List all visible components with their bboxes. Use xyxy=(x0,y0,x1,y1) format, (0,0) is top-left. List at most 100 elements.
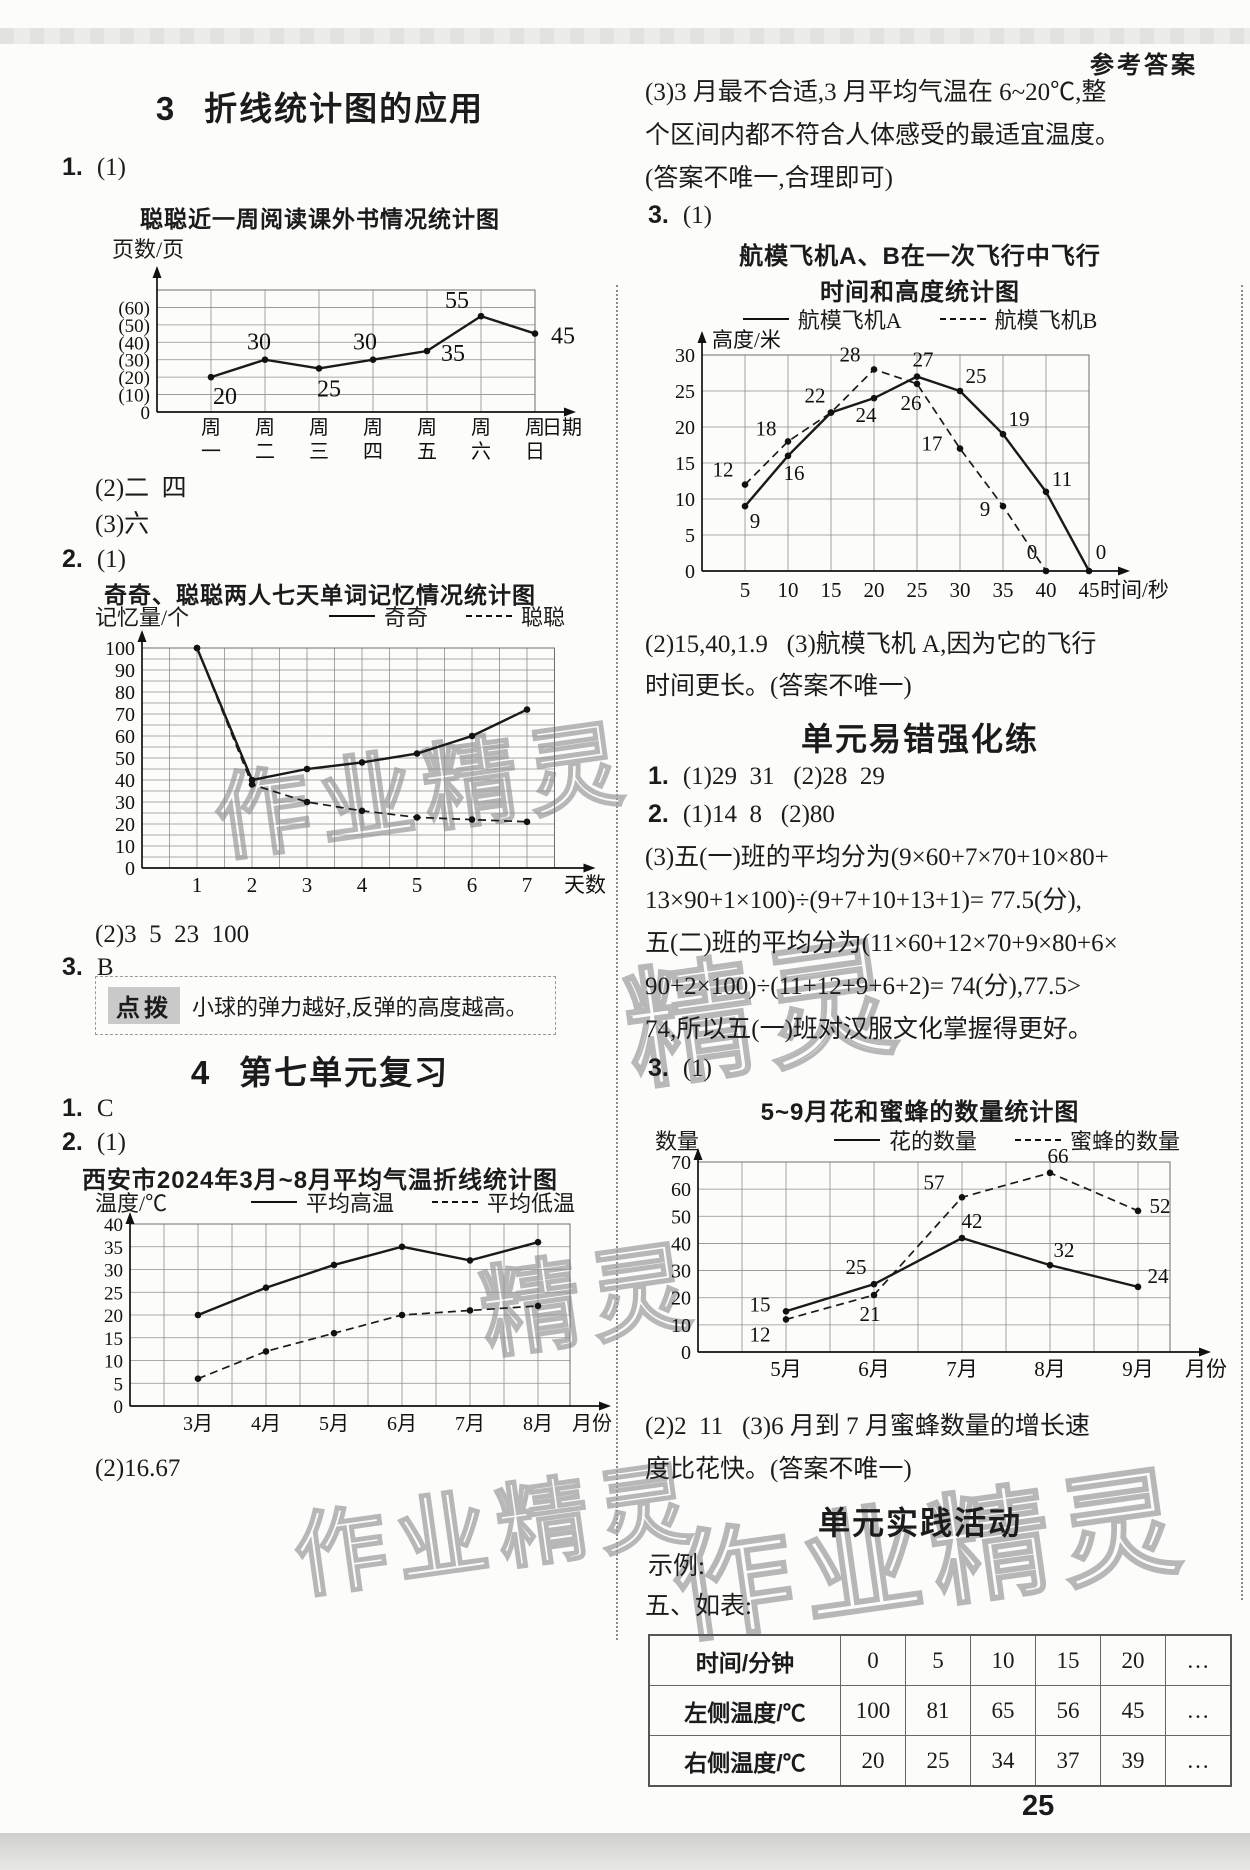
section-3-heading: 3 折线统计图的应用 xyxy=(60,82,580,130)
svg-text:35: 35 xyxy=(441,341,465,367)
legend-item-plane-a: 航模飞机A xyxy=(742,303,902,335)
svg-text:25: 25 xyxy=(846,1255,867,1279)
svg-text:22: 22 xyxy=(805,384,826,408)
svg-text:(20): (20) xyxy=(118,368,150,389)
svg-text:1: 1 xyxy=(192,873,203,897)
svg-text:45: 45 xyxy=(1079,578,1100,602)
svg-text:周: 周 xyxy=(525,417,545,439)
s4-q1-number: 1. xyxy=(62,1094,83,1122)
svg-text:日: 日 xyxy=(525,441,545,463)
s4-q2-number: 2. xyxy=(62,1128,83,1156)
column-divider xyxy=(616,285,618,1640)
svg-text:15: 15 xyxy=(821,578,842,602)
svg-text:(50): (50) xyxy=(118,316,150,337)
svg-text:15: 15 xyxy=(675,453,695,475)
svg-text:10: 10 xyxy=(115,836,135,858)
bee-answer-line1: (2)2 11 (3)6 月到 7 月蜜蜂数量的增长速 xyxy=(645,1413,1090,1440)
svg-text:100: 100 xyxy=(105,638,135,660)
svg-text:高度/米: 高度/米 xyxy=(712,328,781,352)
planes-chart-title-line2: 时间和高度统计图 xyxy=(820,279,1020,306)
r-q3-line: 3. (1) xyxy=(648,203,712,229)
svg-text:(40): (40) xyxy=(118,333,150,354)
svg-text:10: 10 xyxy=(104,1352,123,1373)
bees-flowers-chart: 70 60 50 40 30 20 10 0 5月 6月 7月 8月 9月 月份 15 25 42 32 24 12 2… xyxy=(671,1146,1227,1381)
svg-text:25: 25 xyxy=(907,578,928,602)
xian-chart-ylabel: 温度/℃ xyxy=(95,1191,168,1216)
q1-number: 1. xyxy=(62,153,83,181)
svg-text:6月: 6月 xyxy=(858,1357,890,1381)
svg-text:5: 5 xyxy=(685,525,695,547)
r2-line: 2. (1)14 8 (2)80 xyxy=(648,802,835,828)
svg-text:42: 42 xyxy=(962,1209,983,1233)
reading-chart-title: 聪聪近一周阅读课外书情况统计图 xyxy=(140,206,500,232)
legend-item-congcong: 聪聪 xyxy=(465,600,565,632)
svg-text:26: 26 xyxy=(901,391,922,415)
q1-line: 1. (1) xyxy=(62,153,126,181)
svg-text:30: 30 xyxy=(671,1261,691,1283)
svg-text:15: 15 xyxy=(104,1329,123,1350)
s4-q2-line: 2. (1) xyxy=(62,1128,126,1156)
svg-text:50: 50 xyxy=(115,748,135,770)
section-4-title: 第七单元复习 xyxy=(239,1054,450,1091)
watermark: 精灵 xyxy=(615,922,915,1108)
table-row: 右侧温度/℃ 20 25 34 37 39 … xyxy=(648,1735,1232,1787)
svg-text:四: 四 xyxy=(363,441,383,463)
answer-3: B xyxy=(96,954,114,981)
svg-text:11: 11 xyxy=(1052,467,1072,491)
svg-text:3月: 3月 xyxy=(183,1413,213,1435)
svg-text:0: 0 xyxy=(125,858,135,880)
legend-item-flowers: 花的数量 xyxy=(833,1124,977,1156)
svg-text:30: 30 xyxy=(247,330,271,356)
page-number: 25 xyxy=(1022,1790,1055,1822)
svg-text:45: 45 xyxy=(551,324,575,350)
svg-text:17: 17 xyxy=(922,432,943,456)
q2-sub: (1) xyxy=(96,546,127,573)
svg-text:9: 9 xyxy=(980,497,991,521)
scan-bottom-band xyxy=(0,1833,1250,1870)
r1-number: 1. xyxy=(648,762,669,790)
svg-text:3: 3 xyxy=(302,873,313,897)
svg-text:5: 5 xyxy=(740,578,751,602)
xian-chart-title: 西安市2024年3月~8月平均气温折线统计图 xyxy=(81,1167,559,1194)
section-4-heading: 4 第七单元复习 xyxy=(60,1046,580,1094)
svg-text:0: 0 xyxy=(1027,540,1038,564)
dianbo-label: 点拨 xyxy=(108,987,180,1024)
section-5-heading: 单元易错强化练 xyxy=(800,721,1039,757)
svg-text:21: 21 xyxy=(860,1302,881,1326)
para3-line1: (3)五(一)班的平均分为(9×60+7×70+10×80+ xyxy=(645,844,1109,871)
svg-text:(60): (60) xyxy=(118,298,150,319)
svg-text:7月: 7月 xyxy=(946,1357,978,1381)
svg-text:60: 60 xyxy=(115,726,135,748)
bees-chart-title: 5~9月花和蜜蜂的数量统计图 xyxy=(760,1099,1080,1126)
plane-answer-line1: (2)15,40,1.9 (3)航模飞机 A,因为它的飞行 xyxy=(645,631,1097,658)
svg-text:35: 35 xyxy=(993,578,1014,602)
words-chart-ylabel: 记忆量/个 xyxy=(95,605,190,630)
legend-item-bees: 蜜蜂的数量 xyxy=(1014,1124,1180,1156)
answers-header: 参考答案 xyxy=(1090,52,1198,79)
answer-2-2: (2)3 5 23 100 xyxy=(95,921,250,948)
legend-label: 航模飞机B xyxy=(994,308,1098,333)
svg-text:0: 0 xyxy=(685,561,695,583)
planes-chart-legend: 航模飞机A 航模飞机B xyxy=(640,303,1200,335)
svg-text:12: 12 xyxy=(750,1322,771,1346)
r1-line: 1. (1)29 31 (2)28 29 xyxy=(648,762,885,790)
svg-text:8月: 8月 xyxy=(1034,1357,1066,1381)
svg-text:10: 10 xyxy=(671,1315,691,1337)
svg-text:15: 15 xyxy=(750,1292,771,1316)
svg-text:周: 周 xyxy=(255,417,275,439)
s4-q1-line: 1. C xyxy=(62,1094,114,1122)
shili-line: 示例: xyxy=(648,1553,705,1580)
reading-chart-ylabel: 页数/页 xyxy=(112,237,185,262)
table-row: 左侧温度/℃ 100 81 65 56 45 … xyxy=(648,1685,1232,1736)
svg-text:5: 5 xyxy=(114,1374,124,1395)
svg-text:4月: 4月 xyxy=(251,1413,281,1435)
bees-chart-legend: 数量 花的数量 蜜蜂的数量 xyxy=(655,1124,1180,1156)
legend-label: 平均高温 xyxy=(305,1191,394,1216)
section-3-title: 折线统计图的应用 xyxy=(204,90,485,127)
svg-text:52: 52 xyxy=(1150,1194,1171,1218)
para3-line2: 13×90+1×100)÷(9+7+10+13+1)= 77.5(分), xyxy=(645,887,1082,914)
words-chart-title: 奇奇、聪聪两人七天单词记忆情况统计图 xyxy=(104,582,536,608)
svg-text:时间/秒: 时间/秒 xyxy=(1100,578,1169,602)
svg-text:8月: 8月 xyxy=(523,1413,553,1435)
